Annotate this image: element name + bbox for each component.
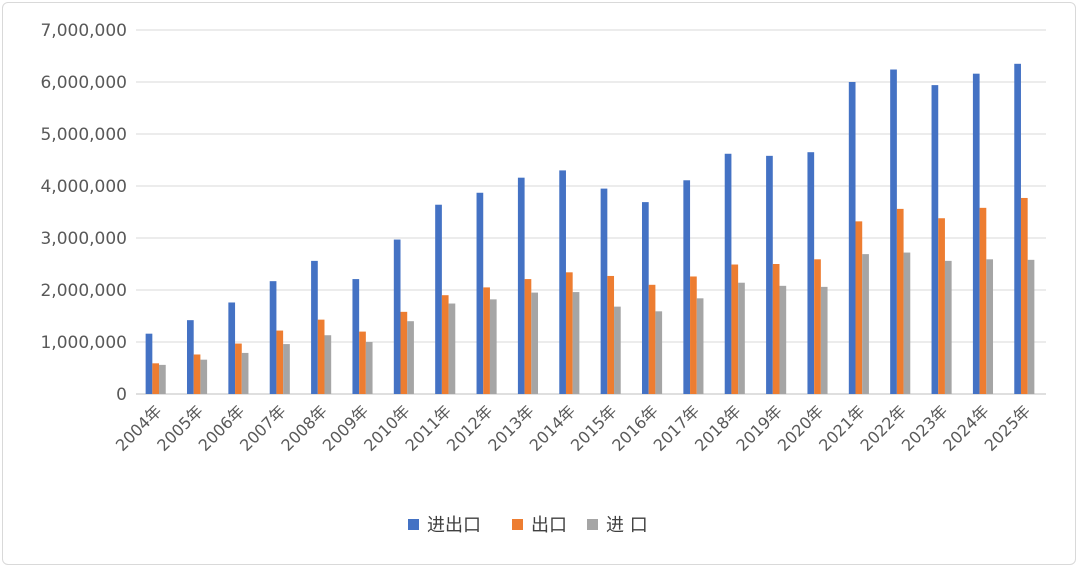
bar-2009年-出口 [359,332,366,394]
legend-label: 进 口 [606,515,648,536]
bar-2006年-进出口 [228,302,235,394]
bar-2012年-进出口 [477,193,484,394]
bar-2014年-出口 [566,272,573,394]
bar-2012年-进口 [490,299,497,394]
bar-2024年-进出口 [973,74,980,394]
bar-2008年-进出口 [311,261,318,394]
bar-2019年-进口 [779,286,786,394]
bar-2014年-进出口 [559,170,566,394]
y-tick-label: 4,000,000 [40,177,127,197]
legend: 进出口 出口 进 口 [408,515,648,536]
bar-2017年-进口 [697,298,704,394]
y-tick-label: 3,000,000 [40,229,127,249]
bar-2005年-进口 [200,360,207,394]
bar-2005年-进出口 [187,320,194,394]
bar-2009年-进出口 [352,279,359,394]
bar-2015年-进出口 [601,189,608,394]
bar-2025年-出口 [1021,198,1028,394]
bar-2023年-进口 [945,261,952,394]
bar-2016年-进出口 [642,202,649,394]
bar-2005年-出口 [194,354,201,394]
x-axis-ticks: 2004年2005年2006年2007年2008年2009年2010年2011年… [112,401,1034,455]
bar-2006年-出口 [235,344,242,394]
bar-2008年-进口 [324,335,331,394]
bar-2009年-进口 [366,342,373,394]
y-tick-label: 5,000,000 [40,125,127,145]
bar-2016年-出口 [649,285,656,394]
x-tick-label: 2025年 [981,401,1035,455]
bar-2012年-出口 [483,287,490,394]
bar-2015年-进口 [614,307,621,394]
bar-2025年-进出口 [1014,64,1021,394]
bar-2020年-进出口 [807,152,814,394]
bar-2021年-进口 [862,254,869,394]
bar-2023年-进出口 [932,85,939,394]
legend-swatch [512,519,523,530]
bar-2018年-出口 [731,265,738,394]
bar-2004年-进出口 [146,334,153,394]
y-tick-label: 2,000,000 [40,281,127,301]
bar-2021年-出口 [856,221,863,394]
bar-2021年-进出口 [849,82,856,394]
bar-2013年-出口 [525,279,532,394]
bar-2004年-进口 [159,365,166,394]
bar-2008年-出口 [318,320,325,394]
y-tick-label: 1,000,000 [40,333,127,353]
bar-2007年-进口 [283,344,290,394]
bar-2011年-出口 [442,295,449,394]
bar-2023年-出口 [938,218,945,394]
bar-2019年-进出口 [766,156,773,394]
bar-2006年-进口 [242,353,249,394]
bar-2007年-进出口 [270,281,277,394]
bar-2015年-出口 [607,276,614,394]
bar-2013年-进口 [531,293,538,394]
bar-2011年-进口 [449,304,456,394]
bar-2004年-出口 [152,363,159,394]
bar-2020年-进口 [821,287,828,394]
y-axis-ticks: 0 1,000,000 2,000,000 3,000,000 4,000,000 5,0… [40,21,127,405]
bar-2018年-进口 [738,283,745,394]
bar-2019年-出口 [773,264,780,394]
bar-2013年-进出口 [518,178,525,394]
legend-label: 出口 [531,515,567,536]
bar-2007年-出口 [276,331,283,394]
bar-2022年-出口 [897,209,904,394]
bar-2024年-出口 [980,208,987,394]
bars [146,64,1035,394]
bar-2017年-进出口 [683,180,690,394]
bar-2025年-进口 [1028,260,1035,394]
bar-2010年-进出口 [394,240,401,394]
bar-2018年-进出口 [725,154,732,394]
bar-2024年-进口 [986,259,993,394]
y-tick-label: 0 [116,385,127,405]
bar-2014年-进口 [573,292,580,394]
bar-2022年-进口 [904,253,911,394]
bar-2022年-进出口 [890,70,897,394]
bar-2010年-进口 [407,321,414,394]
legend-swatch [587,519,598,530]
bar-2010年-出口 [401,312,408,394]
legend-swatch [408,519,419,530]
y-tick-label: 7,000,000 [40,21,127,41]
bar-2016年-进口 [655,311,662,394]
bar-2017年-出口 [690,276,697,394]
bar-2020年-出口 [814,259,821,394]
legend-label: 进出口 [427,515,481,536]
bar-2011年-进出口 [435,205,442,394]
y-tick-label: 6,000,000 [40,73,127,93]
